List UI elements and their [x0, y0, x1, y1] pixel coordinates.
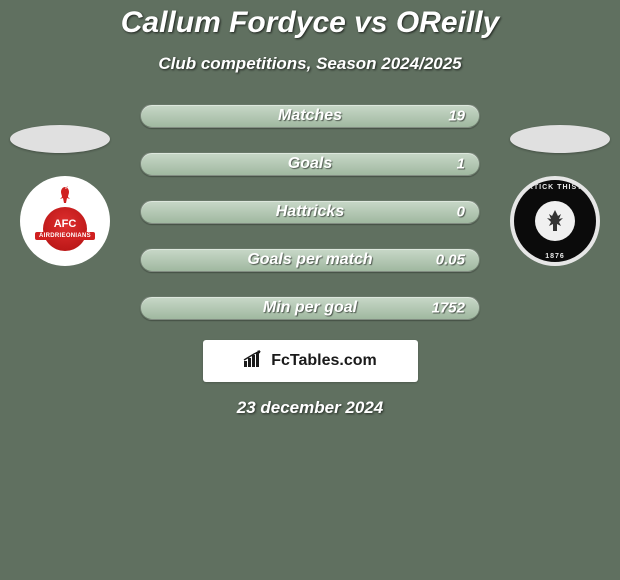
partick-ring: PARTICK THISTLE 1876 — [514, 180, 596, 262]
player-photo-placeholder-right — [510, 125, 610, 153]
stat-label: Matches — [278, 107, 342, 125]
stat-value: 1 — [457, 156, 465, 173]
partick-year: 1876 — [514, 253, 596, 260]
watermark-badge: FcTables.com — [203, 340, 418, 382]
stat-value: 19 — [448, 108, 465, 125]
bar-chart-icon — [243, 350, 265, 373]
page-subtitle: Club competitions, Season 2024/2025 — [0, 54, 620, 74]
partick-text-top: PARTICK THISTLE — [514, 184, 596, 191]
stat-row: Min per goal 1752 — [140, 296, 480, 320]
stat-row: Hattricks 0 — [140, 200, 480, 224]
afc-badge-inner: AFC AIRDRIEONIANS — [43, 207, 87, 251]
stat-row: Matches 19 — [140, 104, 480, 128]
thistle-icon — [535, 201, 575, 241]
team-badge-right: PARTICK THISTLE 1876 — [510, 176, 600, 266]
stat-value: 1752 — [432, 300, 465, 317]
watermark-text: FcTables.com — [271, 352, 377, 370]
stat-row: Goals per match 0.05 — [140, 248, 480, 272]
stat-label: Goals per match — [247, 251, 372, 269]
player-photo-placeholder-left — [10, 125, 110, 153]
stat-value: 0.05 — [436, 252, 465, 269]
stat-value: 0 — [457, 204, 465, 221]
team-badge-left: AFC AIRDRIEONIANS — [20, 176, 110, 266]
rooster-icon — [55, 185, 75, 213]
comparison-card: Callum Fordyce vs OReilly Club competiti… — [0, 0, 620, 418]
snapshot-date: 23 december 2024 — [0, 398, 620, 418]
afc-banner: AIRDRIEONIANS — [35, 232, 95, 240]
stat-label: Hattricks — [276, 203, 344, 221]
stat-row: Goals 1 — [140, 152, 480, 176]
page-title: Callum Fordyce vs OReilly — [0, 6, 620, 40]
afc-text: AFC — [54, 218, 77, 230]
stat-label: Goals — [288, 155, 332, 173]
stat-label: Min per goal — [263, 299, 357, 317]
